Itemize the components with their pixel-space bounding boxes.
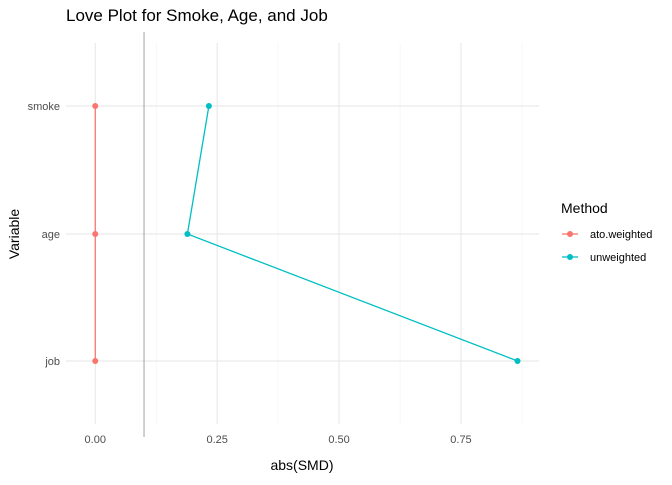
y-tick-label: job <box>44 356 60 368</box>
data-point <box>205 103 212 109</box>
chart-title: Love Plot for Smoke, Age, and Job <box>66 6 328 25</box>
legend: Method ato.weighted unweighted <box>561 200 652 264</box>
legend-title: Method <box>561 200 608 216</box>
x-tick-label: 0.75 <box>450 434 471 446</box>
series-group <box>92 103 521 364</box>
series-unweighted <box>184 103 521 364</box>
grid-lines <box>66 43 539 424</box>
data-point <box>92 231 99 237</box>
x-tick-label: 0.00 <box>85 434 106 446</box>
legend-label: ato.weighted <box>590 229 652 241</box>
x-tick-label: 0.25 <box>206 434 227 446</box>
legend-key-point <box>567 231 573 237</box>
tick-labels: 0.00 0.25 0.50 0.75 smoke age job <box>28 101 472 446</box>
legend-key-point <box>567 254 573 260</box>
y-tick-label: age <box>42 229 60 241</box>
series-ato.weighted <box>92 103 99 364</box>
x-axis-title: abs(SMD) <box>270 457 333 473</box>
legend-item: unweighted <box>562 252 646 264</box>
legend-label: unweighted <box>590 252 646 264</box>
data-point <box>92 103 99 109</box>
legend-items: ato.weighted unweighted <box>562 229 652 264</box>
legend-item: ato.weighted <box>562 229 652 241</box>
data-point <box>92 358 99 364</box>
data-point <box>184 231 191 237</box>
x-tick-label: 0.50 <box>328 434 349 446</box>
y-tick-label: smoke <box>28 101 60 113</box>
data-point <box>514 358 521 364</box>
y-axis-title: Variable <box>6 209 22 260</box>
